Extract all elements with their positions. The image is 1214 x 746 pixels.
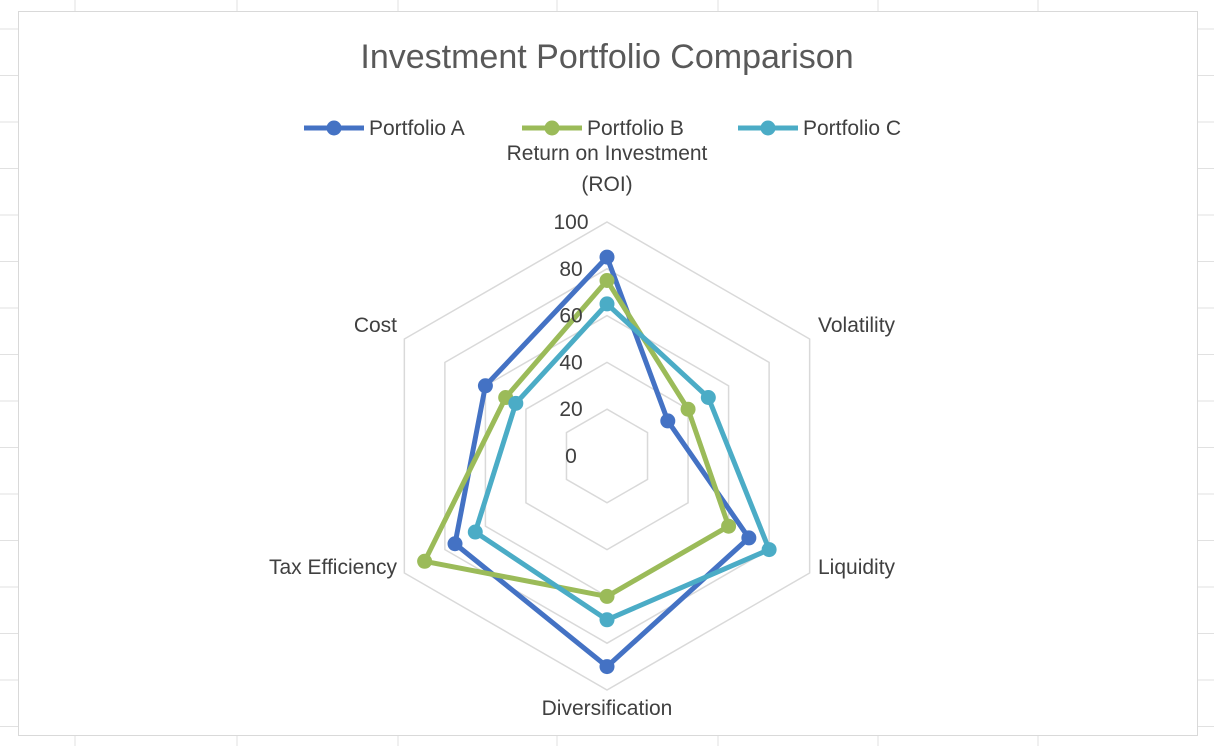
axis-label: Tax Efficiency — [269, 556, 397, 579]
legend-item-portfolio-b[interactable]: Portfolio B — [522, 117, 684, 140]
data-point — [700, 390, 716, 405]
data-point — [467, 524, 483, 540]
data-point — [599, 249, 615, 265]
grid-ring — [565, 408, 649, 504]
chart-area[interactable]: Investment Portfolio Comparison Portfoli… — [18, 11, 1198, 736]
legend-marker — [544, 120, 560, 136]
data-point — [599, 588, 615, 604]
series-layer — [417, 249, 777, 675]
legend[interactable]: Portfolio A Portfolio B Portfolio C — [304, 117, 901, 140]
data-point — [508, 395, 524, 411]
axis-label-line: Liquidity — [818, 556, 896, 579]
tick-label: 40 — [559, 351, 582, 374]
data-point — [761, 542, 777, 558]
radar-chart: Investment Portfolio Comparison Portfoli… — [269, 38, 901, 720]
legend-marker — [760, 120, 776, 136]
data-point — [741, 530, 757, 546]
grid-ring — [525, 361, 689, 551]
legend-label: Portfolio A — [369, 117, 465, 140]
grid-ring — [444, 267, 770, 645]
axis-label: Diversification — [542, 697, 673, 720]
series-portfolio-a — [447, 249, 757, 675]
tick-label: 20 — [559, 398, 582, 421]
axis-labels: Return on Investment (ROI) Volatility Liqui… — [269, 142, 896, 720]
legend-label: Portfolio C — [803, 117, 901, 140]
axis-label: Cost — [354, 314, 397, 337]
legend-marker — [326, 120, 342, 136]
tick-label: 0 — [565, 445, 577, 468]
axis-label-line: Return on Investment — [507, 142, 708, 165]
tick-label: 60 — [559, 305, 582, 328]
axis-label-line: Cost — [354, 314, 397, 337]
axis-label: Return on Investment (ROI) — [507, 142, 708, 196]
legend-item-portfolio-a[interactable]: Portfolio A — [304, 117, 465, 140]
tick-labels: 0 20 40 60 80 100 — [553, 211, 588, 468]
grid-ring — [403, 221, 811, 691]
axis-label-line: Diversification — [542, 697, 673, 720]
axis-label-line: Tax Efficiency — [269, 556, 397, 579]
series-portfolio-b — [417, 273, 737, 604]
chart-title: Investment Portfolio Comparison — [360, 38, 853, 76]
data-point — [477, 378, 493, 394]
data-point — [599, 659, 615, 675]
data-point — [721, 518, 737, 534]
data-point — [599, 296, 615, 312]
axis-label: Liquidity — [818, 556, 896, 579]
legend-item-portfolio-c[interactable]: Portfolio C — [738, 117, 901, 140]
data-point — [599, 612, 615, 628]
axis-label-line: Volatility — [818, 314, 896, 337]
series-portfolio-c — [467, 296, 777, 628]
axis-label-line: (ROI) — [581, 173, 632, 196]
data-point — [447, 536, 463, 552]
tick-label: 80 — [559, 258, 582, 281]
data-point — [680, 401, 696, 417]
data-point — [599, 273, 615, 288]
data-point — [660, 413, 676, 429]
legend-label: Portfolio B — [587, 117, 684, 140]
tick-label: 100 — [553, 211, 588, 234]
data-point — [417, 553, 433, 569]
axis-label: Volatility — [818, 314, 896, 337]
